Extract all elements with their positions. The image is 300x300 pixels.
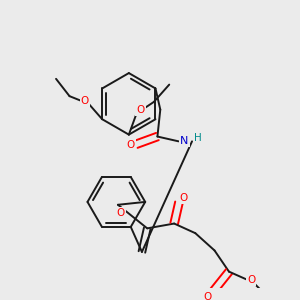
Text: O: O	[180, 193, 188, 202]
Text: N: N	[180, 136, 188, 146]
Text: O: O	[117, 208, 125, 218]
Text: O: O	[136, 105, 145, 115]
Text: O: O	[126, 140, 135, 150]
Text: O: O	[81, 96, 89, 106]
Text: O: O	[204, 292, 212, 300]
Text: H: H	[194, 134, 202, 143]
Text: O: O	[247, 275, 255, 285]
